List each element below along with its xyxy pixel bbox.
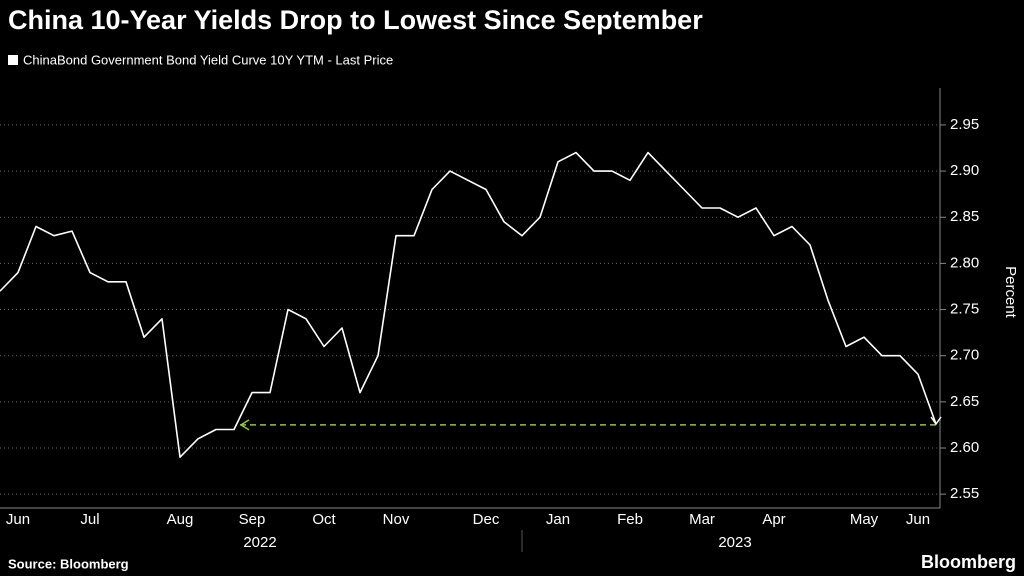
y-tick-label: 2.75 xyxy=(950,301,979,318)
series-line xyxy=(0,151,937,458)
x-tick-label: Jul xyxy=(80,511,99,528)
y-axis-label: Percent xyxy=(1002,266,1019,319)
x-tick-label: Jun xyxy=(6,511,30,528)
year-label: 2023 xyxy=(718,534,751,551)
x-tick-label: Sep xyxy=(239,511,266,528)
year-label: 2022 xyxy=(243,534,276,551)
y-tick-label: 2.55 xyxy=(950,485,979,502)
end-arrow xyxy=(930,416,942,426)
y-tick-label: 2.95 xyxy=(950,116,979,133)
x-tick-label: Oct xyxy=(312,511,336,528)
y-tick-label: 2.85 xyxy=(950,208,979,225)
arrow-head xyxy=(239,419,250,431)
legend-label: ChinaBond Government Bond Yield Curve 10… xyxy=(23,52,393,67)
x-tick-label: May xyxy=(850,511,879,528)
chart-title: China 10-Year Yields Drop to Lowest Sinc… xyxy=(8,5,703,35)
x-tick-label: Feb xyxy=(617,511,643,528)
y-tick-label: 2.70 xyxy=(950,347,979,364)
source: Source: Bloomberg xyxy=(8,556,129,571)
x-tick-label: Apr xyxy=(762,511,785,528)
y-tick-label: 2.65 xyxy=(950,393,979,410)
x-tick-label: Mar xyxy=(689,511,715,528)
x-tick-label: Aug xyxy=(167,511,194,528)
x-tick-label: Jan xyxy=(546,511,570,528)
y-tick-label: 2.90 xyxy=(950,162,979,179)
y-tick-label: 2.60 xyxy=(950,439,979,456)
legend-swatch xyxy=(8,55,18,65)
x-tick-label: Nov xyxy=(383,511,410,528)
brand: Bloomberg xyxy=(921,552,1016,572)
y-tick-label: 2.80 xyxy=(950,254,979,271)
x-tick-label: Dec xyxy=(473,511,500,528)
x-tick-label: Jun xyxy=(906,511,930,528)
